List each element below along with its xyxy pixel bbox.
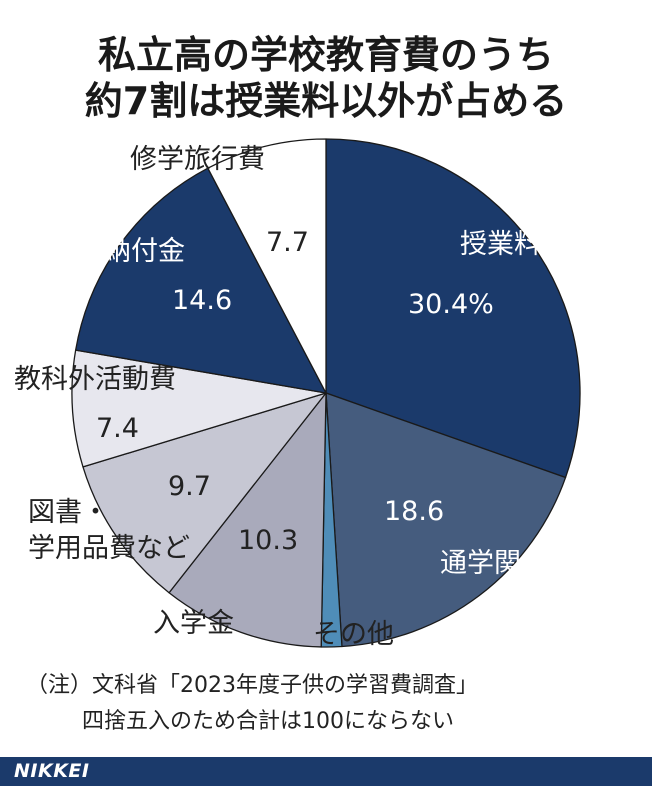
title-line-1: 私立高の学校教育費のうち — [97, 33, 554, 77]
value-jugyoryo: 30.4% — [408, 289, 494, 320]
footnote-line-2: 四捨五入のため合計は100にならない — [82, 709, 454, 734]
pie-slice-7 — [207, 138, 327, 394]
pie-labels: 授業料 通学関係費 その他 入学金 図書・ 学用品費など 教科外活動費 学校納付… — [14, 144, 575, 650]
value-nofukin: 14.6 — [172, 285, 232, 316]
pie-slice-4 — [82, 392, 327, 594]
chart-title: 私立高の学校教育費のうち 約7割は授業料以外が占める — [0, 32, 652, 124]
pie-slice-6 — [75, 167, 327, 394]
label-kyokagai: 教科外活動費 — [14, 364, 176, 395]
value-tsugaku: 18.6 — [384, 496, 444, 527]
pie-slice-3 — [168, 392, 327, 648]
pie-slice-1 — [325, 392, 567, 648]
label-tosho-line2: 学用品費など — [28, 533, 190, 564]
value-tosho: 9.7 — [168, 471, 211, 502]
label-tosho-line1: 図書・ — [28, 497, 109, 528]
label-nofukin: 学校納付金 — [50, 236, 185, 267]
nikkei-logo: NIKKEI — [14, 760, 90, 782]
value-kyokagai: 7.4 — [96, 413, 139, 444]
label-tsugaku: 通学関係費 — [440, 548, 575, 579]
footnote: （注）文科省「2023年度子供の学習費調査」 四捨五入のため合計は100にならな… — [26, 668, 478, 740]
value-nyugakukin: 10.3 — [238, 525, 298, 556]
label-shugaku: 修学旅行費 — [130, 144, 265, 175]
label-nyugakukin: 入学金 — [153, 608, 234, 639]
label-sonota: その他 — [313, 619, 394, 650]
pie-slice-5 — [71, 349, 327, 468]
value-shugaku: 7.7 — [266, 227, 309, 258]
pie-slice-0 — [325, 138, 581, 479]
footer-bar: NIKKEI — [0, 757, 652, 786]
pie-slices — [71, 138, 581, 648]
title-line-2: 約7割は授業料以外が占める — [84, 79, 568, 123]
label-jugyoryo: 授業料 — [460, 229, 541, 260]
footnote-line-1: （注）文科省「2023年度子供の学習費調査」 — [26, 673, 478, 698]
